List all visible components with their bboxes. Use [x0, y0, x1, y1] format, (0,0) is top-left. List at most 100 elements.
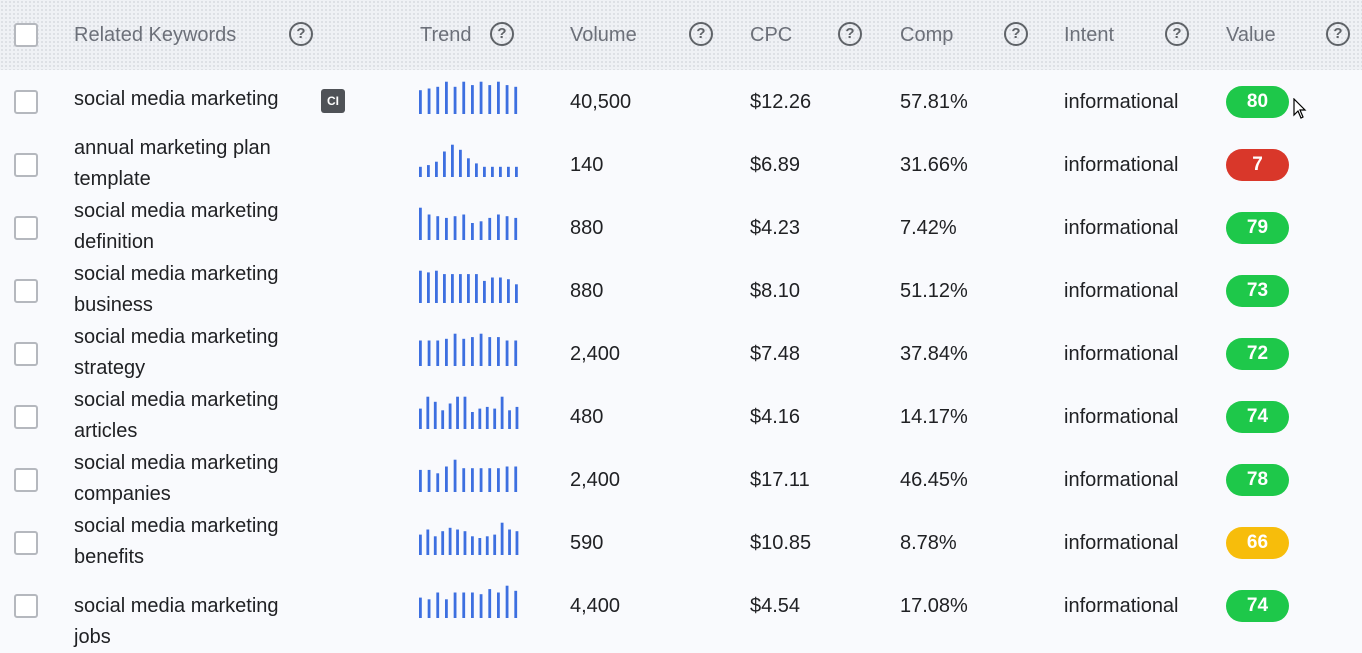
trend-bar [505, 216, 509, 240]
trend-bar [436, 592, 440, 618]
table-row[interactable]: social media marketing benefits 590 $10.85… [0, 511, 1362, 574]
keyword-cell[interactable]: social media marketing companies [74, 452, 279, 505]
keyword-cell[interactable]: social media marketing strategy [74, 326, 279, 379]
trend-sparkline [419, 81, 518, 114]
keyword-cell[interactable]: annual marketing plan template [74, 137, 271, 190]
trend-bar [507, 279, 510, 303]
row-checkbox[interactable] [14, 468, 38, 492]
cpc-cell: $17.11 [750, 469, 810, 491]
trend-bar [499, 277, 502, 303]
trend-bar [443, 151, 446, 177]
table-row[interactable]: social media marketing 40,500 $12.26 57.81%… [0, 70, 1362, 133]
trend-sparkline [419, 333, 518, 366]
trend-bar [427, 214, 431, 240]
trend-bar [451, 274, 454, 303]
trend-bar [433, 536, 437, 555]
header-volume[interactable]: Volume [570, 24, 637, 46]
volume-cell: 2,400 [570, 469, 621, 491]
cpc-cell: $4.23 [750, 217, 801, 239]
value-badge: 7 [1226, 149, 1289, 181]
trend-bar [491, 277, 494, 303]
table-row[interactable]: social media marketing jobs 4,400 $4.54 17.… [0, 574, 1362, 648]
trend-sparkline [419, 459, 518, 492]
mouse-cursor-icon [1293, 98, 1307, 119]
trend-bar [426, 396, 430, 429]
trend-bar [488, 217, 492, 240]
keyword-cell[interactable]: social media marketing benefits [74, 515, 279, 568]
row-checkbox[interactable] [14, 405, 38, 429]
row-checkbox[interactable] [14, 216, 38, 240]
header-related-keywords[interactable]: Related Keywords [74, 24, 237, 46]
trend-bar [441, 410, 445, 429]
trend-bar [427, 165, 430, 177]
help-icon[interactable]: ? [1004, 22, 1028, 46]
table-row[interactable]: social media marketing business 880 $8.10 5… [0, 259, 1362, 322]
cpc-cell: $4.54 [750, 595, 801, 617]
trend-bar [515, 406, 519, 429]
trend-bar [479, 594, 483, 618]
table-row[interactable]: social media marketing strategy 2,400 $7.4… [0, 322, 1362, 385]
trend-sparkline [419, 270, 518, 303]
intent-cell: informational [1064, 343, 1179, 365]
header-intent[interactable]: Intent [1064, 24, 1115, 46]
trend-bar [485, 406, 489, 429]
table-row[interactable]: social media marketing definition 880 $4.2… [0, 196, 1362, 259]
row-checkbox[interactable] [14, 594, 38, 618]
row-checkbox[interactable] [14, 531, 38, 555]
trend-bar [479, 221, 483, 240]
trend-bar [445, 81, 448, 114]
help-icon[interactable]: ? [289, 22, 313, 46]
trend-bar [497, 214, 500, 240]
keyword-cell[interactable]: social media marketing business [74, 263, 279, 316]
comp-cell: 46.45% [900, 469, 968, 491]
header-cpc[interactable]: CPC [750, 24, 793, 46]
volume-cell: 880 [570, 280, 604, 302]
row-checkbox[interactable] [14, 90, 38, 114]
volume-cell: 480 [570, 406, 604, 428]
keyword-cell[interactable]: social media marketing articles [74, 389, 279, 442]
help-icon[interactable]: ? [1165, 22, 1189, 46]
trend-bar [483, 280, 486, 303]
trend-bar [453, 333, 457, 366]
comp-cell: 7.42% [900, 217, 957, 239]
trend-bar [426, 529, 430, 555]
keyword-cell[interactable]: social media marketing definition [74, 200, 279, 253]
help-icon[interactable]: ? [1326, 22, 1350, 46]
header-value[interactable]: Value [1226, 24, 1276, 46]
row-checkbox[interactable] [14, 279, 38, 303]
trend-bar [453, 592, 457, 618]
trend-bar [514, 217, 518, 240]
row-checkbox[interactable] [14, 342, 38, 366]
volume-cell: 880 [570, 217, 604, 239]
row-checkbox[interactable] [14, 153, 38, 177]
comp-cell: 51.12% [900, 280, 968, 302]
select-all-checkbox[interactable] [14, 23, 38, 47]
trend-bar [445, 338, 448, 366]
trend-bar [497, 81, 500, 114]
trend-bar [471, 337, 474, 366]
trend-bar [505, 585, 509, 618]
cpc-cell: $4.16 [750, 406, 801, 428]
table-row[interactable]: annual marketing plan template 140 $6.89 31… [0, 133, 1362, 196]
keyword-cell[interactable]: social media marketing jobs [74, 595, 279, 648]
trend-bar [471, 536, 474, 555]
help-icon[interactable]: ? [838, 22, 862, 46]
trend-bar [448, 403, 452, 429]
trend-sparkline [419, 522, 519, 555]
comp-cell: 37.84% [900, 343, 968, 365]
table-row[interactable]: social media marketing articles 480 $4.16 1… [0, 385, 1362, 448]
ci-badge[interactable]: CI [321, 89, 345, 113]
trend-bar [463, 531, 467, 555]
table-row[interactable]: social media marketing companies 2,400 $17… [0, 448, 1362, 511]
help-icon[interactable]: ? [490, 22, 514, 46]
trend-bar [507, 166, 510, 177]
help-icon[interactable]: ? [689, 22, 713, 46]
header-comp[interactable]: Comp [900, 24, 954, 46]
trend-bar [493, 408, 497, 429]
trend-bar [514, 590, 518, 618]
trend-bar [427, 272, 430, 303]
header-trend[interactable]: Trend [420, 24, 472, 46]
cpc-cell: $12.26 [750, 91, 812, 113]
trend-bar [471, 592, 474, 618]
keyword-cell[interactable]: social media marketing [74, 88, 279, 110]
